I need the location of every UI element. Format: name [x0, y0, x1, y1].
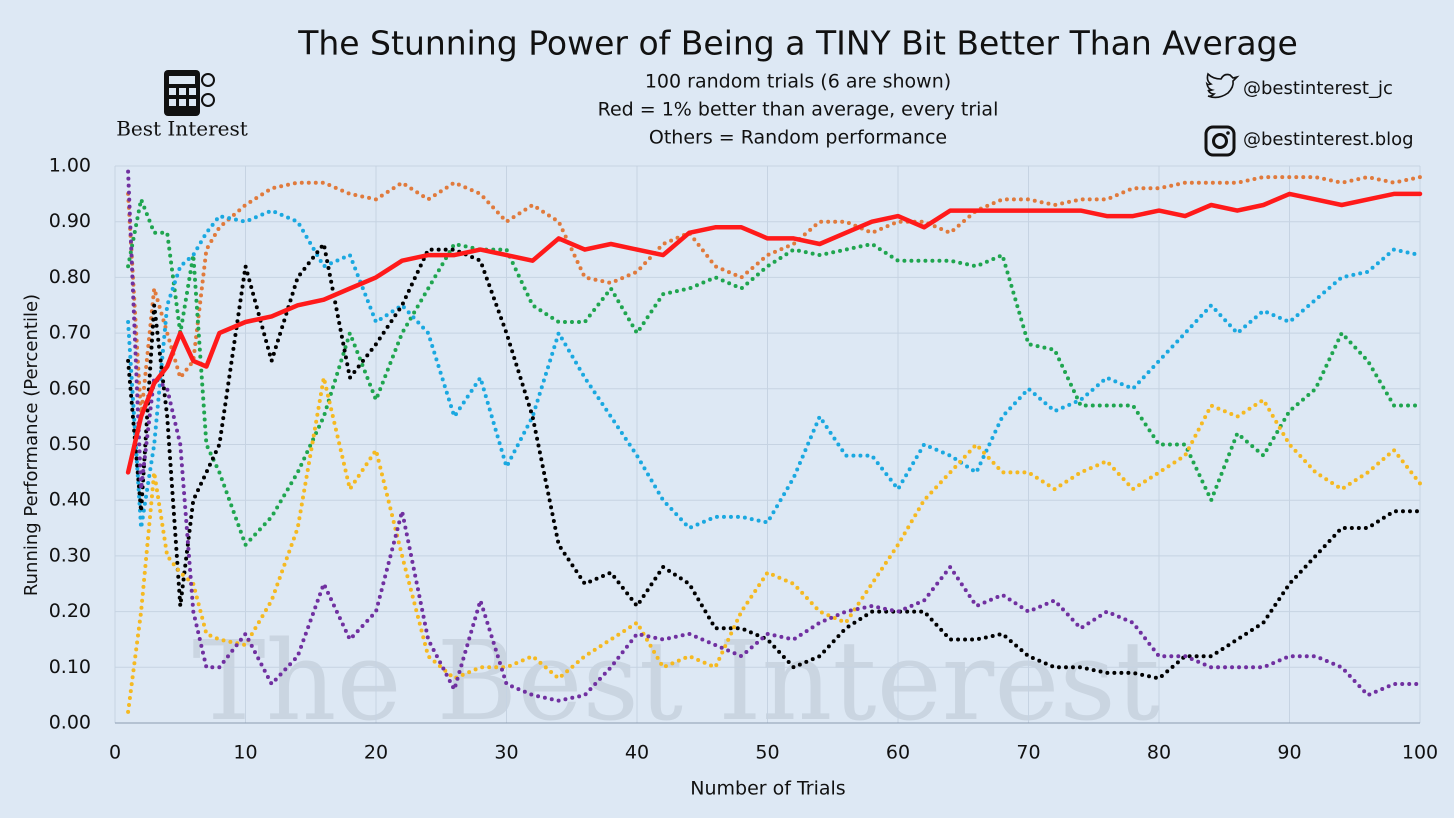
y-axis-label: Running Performance (Percentile)	[21, 294, 42, 596]
x-tick-label: 90	[1277, 742, 1301, 764]
x-tick-label: 40	[625, 742, 649, 764]
series-line	[126, 175, 1422, 419]
y-tick-label: 0.10	[49, 656, 91, 678]
series-line	[126, 197, 1422, 547]
subtitle: Others = Random performance	[649, 127, 947, 149]
y-tick-label: 0.90	[49, 210, 91, 232]
x-tick-label: 70	[1016, 742, 1040, 764]
x-tick-label: 100	[1402, 742, 1438, 764]
twitter-handle: @bestinterest_jc	[1243, 78, 1393, 99]
instagram-handle: @bestinterest.blog	[1243, 129, 1414, 150]
x-tick-label: 10	[233, 742, 257, 764]
y-tick-label: 0.30	[49, 544, 91, 566]
twitter-icon	[1205, 72, 1240, 99]
x-tick-label: 50	[755, 742, 779, 764]
x-tick-label: 60	[886, 742, 910, 764]
series-line	[125, 191, 1423, 475]
series-line	[126, 375, 1422, 714]
series-line	[126, 242, 1422, 681]
plot-area: 0.00 0.10 0.20 0.30 0.40 0.50 0.60 0.70 0.80 0.90…	[49, 155, 1438, 764]
series-line	[126, 208, 1422, 530]
y-tick-label: 0.50	[49, 433, 91, 455]
y-tick-label: 1.00	[49, 155, 91, 177]
series-line	[126, 169, 1422, 703]
y-tick-label: 0.60	[49, 377, 91, 399]
instagram-icon	[1204, 125, 1236, 157]
y-tick-label: 0.80	[49, 266, 91, 288]
logo	[164, 70, 215, 116]
y-tick-label: 0.00	[49, 712, 91, 734]
logo-text: Best Interest	[116, 117, 248, 141]
y-tick-label: 0.40	[49, 489, 91, 511]
y-tick-label: 0.20	[49, 600, 91, 622]
x-tick-label: 0	[109, 742, 121, 764]
subtitle: 100 random trials (6 are shown)	[645, 71, 951, 93]
x-tick-label: 30	[494, 742, 518, 764]
y-tick-label: 0.70	[49, 322, 91, 344]
chart-title: The Stunning Power of Being a TINY Bit B…	[297, 24, 1298, 63]
x-tick-label: 20	[364, 742, 388, 764]
x-axis-label: Number of Trials	[690, 778, 845, 800]
subtitle: Red = 1% better than average, every tria…	[598, 99, 999, 121]
x-tick-label: 80	[1147, 742, 1171, 764]
